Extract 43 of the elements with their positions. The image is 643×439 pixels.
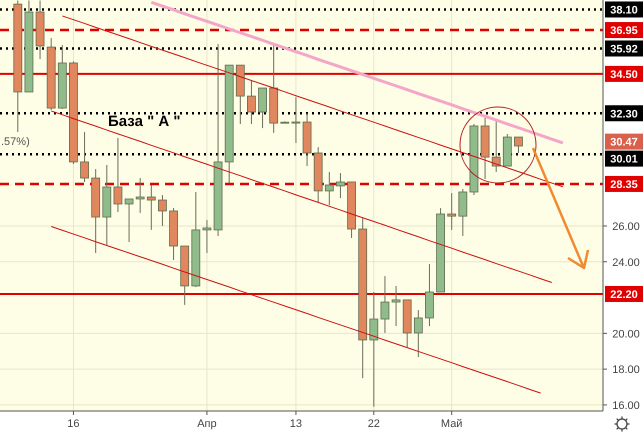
annotation: База " А " (108, 113, 180, 130)
annotation: .57%) (1, 136, 30, 148)
candlestick (336, 172, 345, 199)
candlestick (202, 219, 212, 254)
candlestick (447, 192, 456, 230)
y-tick-label: 18.00 (612, 364, 640, 376)
x-tick-label: 16 (67, 418, 80, 430)
candlestick (292, 96, 300, 144)
candlestick (136, 178, 145, 214)
candlestick (146, 184, 156, 230)
ref-line-label: 22.20 (610, 288, 638, 301)
candlestick (258, 88, 267, 129)
candlestick (247, 80, 256, 124)
candlestick (392, 285, 400, 327)
candlestick (369, 292, 378, 408)
ref-line-label: 32.30 (610, 108, 638, 120)
candlestick (114, 137, 122, 213)
candlestick (414, 310, 423, 358)
ref-line-label: 30.01 (610, 154, 638, 166)
line-series (62, 15, 564, 188)
ref-line-label: 35.92 (610, 43, 638, 56)
candlestick (124, 198, 134, 243)
ref-line-label: 38.10 (610, 4, 638, 16)
line-series (50, 226, 542, 394)
ref-line-label: 36.95 (610, 25, 638, 38)
ref-line-label: 28.35 (610, 178, 638, 191)
text: 30.47 (610, 136, 638, 149)
y-tick-label: 24.00 (612, 256, 640, 269)
candlestick (514, 136, 523, 154)
y-tick-label: 26.00 (612, 220, 640, 233)
candlestick (158, 194, 167, 226)
candlestick (380, 276, 390, 334)
x-tick-label: Май (440, 418, 462, 430)
y-tick-label: 16.00 (612, 400, 640, 412)
x-tick-label: 13 (290, 418, 302, 430)
line-series (150, 0, 564, 144)
x-tick-label: 22 (368, 418, 380, 430)
line-series (50, 110, 552, 284)
y-tick-label: 20.00 (612, 328, 640, 340)
candlestick (324, 171, 334, 206)
x-tick-label: Апр (197, 418, 217, 430)
ref-line-label: 34.50 (610, 68, 638, 81)
candlestick (80, 132, 89, 182)
